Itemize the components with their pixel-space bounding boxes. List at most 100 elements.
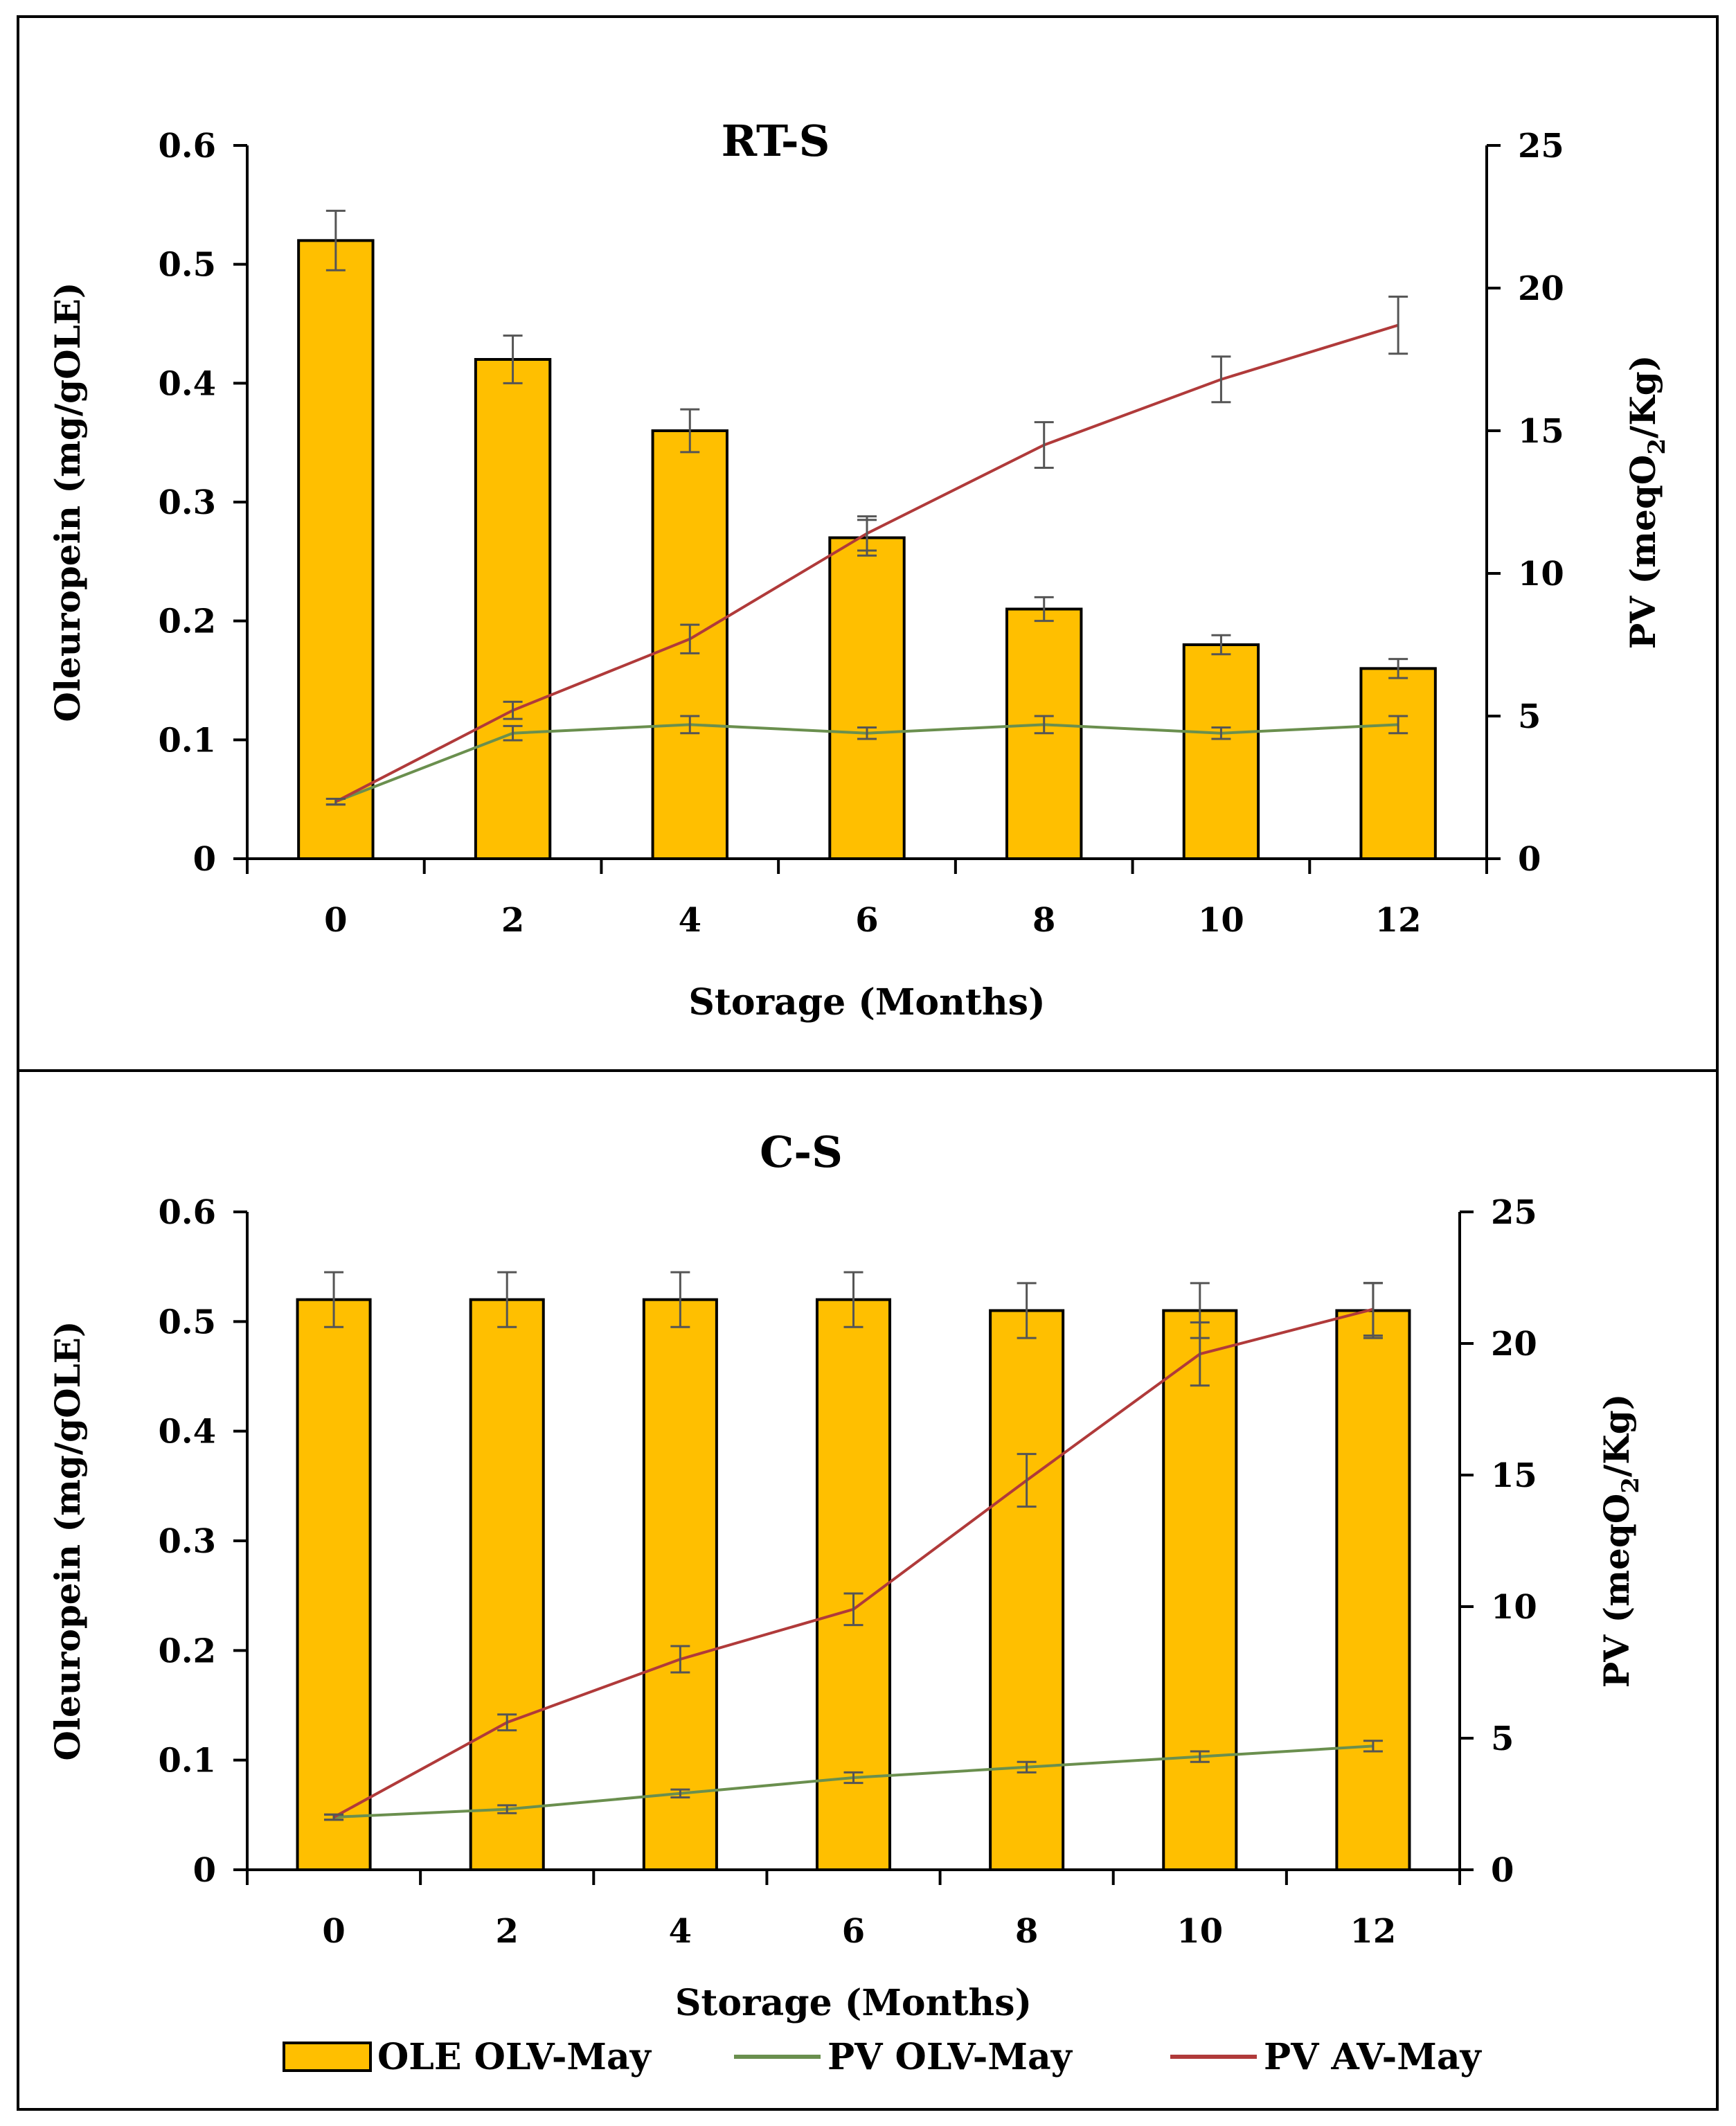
legend: OLE OLV-May PV OLV-May PV AV-May (283, 2036, 1483, 2078)
bar-ole-olv-may-6 (828, 536, 906, 860)
y-tick-label: 0.6 (158, 127, 216, 166)
y2-tick-label: 0 (1491, 1851, 1514, 1890)
bar-ole-olv-may-8 (1005, 607, 1083, 860)
line-point-error-bar (857, 726, 877, 740)
line-point-error-bar (1211, 355, 1231, 404)
y2-axis-label: PV (meqO2/Kg) (1622, 355, 1671, 650)
chart-c-s: C-S 0 0.1 0.2 0.3 0.4 0.5 0.6 0 5 10 15 20 25 0 2 4 6 8 10 1… (47, 1127, 1645, 2024)
y-tick-label: 0.5 (158, 246, 216, 285)
y2-axis-label-subscript: 2 (1617, 1477, 1645, 1494)
y-tick-label: 0.2 (158, 1632, 216, 1670)
x-tick-label: 4 (669, 1912, 692, 1951)
bar-error-bar (843, 1271, 863, 1328)
x-tick-label: 12 (1350, 1912, 1397, 1951)
line-point-error-bar (1034, 715, 1054, 735)
x-tick-label: 4 (679, 901, 701, 940)
x-tick-label: 12 (1375, 901, 1422, 940)
line-point-error-bar (503, 724, 523, 742)
bar-ole-olv-may-0 (297, 239, 375, 861)
line-point-error-bar (1190, 1321, 1210, 1387)
y-tick-label: 0.3 (158, 1522, 216, 1561)
bar-ole-olv-may-10 (1182, 643, 1260, 860)
x-tick-label: 0 (322, 1912, 345, 1951)
y2-axis-label-end: /Kg) (1622, 355, 1663, 438)
y-tick-label: 0.5 (158, 1303, 216, 1341)
chart-title: RT-S (722, 116, 830, 166)
line-point-error-bar (1388, 295, 1408, 355)
y-tick-label: 0.2 (158, 602, 216, 641)
line-point-error-bar (1017, 1760, 1037, 1774)
y-tick-label: 0 (193, 1851, 216, 1890)
x-tick-label: 0 (324, 901, 347, 940)
line-point-error-bar (670, 1788, 690, 1798)
x-axis-label: Storage (Months) (688, 981, 1045, 1024)
x-tick-label: 8 (1032, 901, 1055, 940)
y2-tick-label: 5 (1491, 1719, 1514, 1758)
line-point-error-bar (324, 1813, 344, 1821)
line-point-error-bar (680, 623, 700, 654)
line-point-error-bar (325, 797, 346, 806)
bar-error-bar (680, 408, 700, 454)
y2-axis-label-subscript: 2 (1643, 438, 1671, 455)
y2-tick-label: 0 (1518, 840, 1541, 879)
y2-tick-label: 25 (1491, 1193, 1537, 1232)
bar-ole-olv-may-10 (1162, 1309, 1238, 1871)
legend-label: PV AV-May (1264, 2036, 1483, 2078)
x-axis-label: Storage (Months) (675, 1982, 1032, 2024)
line-point-error-bar (1034, 421, 1054, 470)
legend-label: OLE OLV-May (377, 2036, 652, 2078)
bar-ole-olv-may-12 (1359, 667, 1437, 860)
x-tick-label: 8 (1015, 1912, 1038, 1951)
y2-axis-label-main: PV (meqO (1596, 1494, 1637, 1688)
line-point-error-bar (1388, 715, 1408, 735)
bar-error-bar (503, 334, 523, 384)
y-tick-label: 0.1 (158, 1742, 216, 1780)
line-point-error-bar (670, 1645, 690, 1674)
bar-error-bar (670, 1271, 690, 1328)
chart-rt-s: RT-S 0 0.1 0.2 0.3 0.4 0.5 0.6 0 5 10 15 20 25 0 2 4 6 8 10… (47, 116, 1671, 1024)
y-tick-label: 0.4 (158, 364, 216, 403)
bar-error-bar (1388, 658, 1408, 679)
y2-tick-label: 20 (1518, 269, 1564, 308)
bar-ole-olv-may-2 (469, 1298, 545, 1871)
line-point-error-bar (843, 1771, 863, 1785)
y-tick-label: 0.1 (158, 721, 216, 760)
x-tick-label: 10 (1176, 1912, 1223, 1951)
figure-frame (17, 15, 1719, 2111)
y2-tick-label: 10 (1491, 1588, 1537, 1627)
x-tick-label: 2 (501, 901, 524, 940)
y2-axis-label-main: PV (meqO (1622, 455, 1663, 650)
legend-label: PV OLV-May (827, 2036, 1073, 2078)
line-point-error-bar (843, 1592, 863, 1627)
y2-tick-label: 10 (1518, 555, 1564, 593)
bar-ole-olv-may-0 (296, 1298, 372, 1871)
bar-ole-olv-may-4 (642, 1298, 718, 1871)
bar-error-bar (497, 1271, 517, 1328)
line-point-error-bar (680, 715, 700, 735)
bar-error-bar (325, 209, 346, 271)
line-point-error-bar (497, 1713, 517, 1732)
y2-tick-label: 5 (1518, 697, 1541, 736)
y2-axis-label-end: /Kg) (1596, 1394, 1637, 1477)
line-point-error-bar (1211, 726, 1231, 740)
bar-ole-olv-may-12 (1335, 1309, 1411, 1871)
line-point-error-bar (1363, 1282, 1383, 1337)
y-tick-label: 0.3 (158, 483, 216, 522)
bar-error-bar (1211, 634, 1231, 656)
bar-ole-olv-may-6 (815, 1298, 892, 1871)
bar-error-bar (324, 1271, 344, 1328)
line-point-error-bar (497, 1804, 517, 1814)
line-point-error-bar (503, 700, 523, 720)
y-tick-label: 0.4 (158, 1413, 216, 1451)
y-axis-label: Oleuropein (mg/gOLE) (47, 282, 88, 722)
x-tick-label: 6 (855, 901, 878, 940)
x-tick-label: 10 (1198, 901, 1244, 940)
bar-ole-olv-may-8 (989, 1309, 1065, 1871)
bar-error-bar (1034, 596, 1054, 623)
legend-swatch-bar (283, 2042, 372, 2072)
line-point-error-bar (857, 515, 877, 552)
line-point-error-bar (1190, 1750, 1210, 1763)
line-point-error-bar (1363, 1740, 1383, 1753)
y-axis-label: Oleuropein (mg/gOLE) (47, 1321, 88, 1760)
